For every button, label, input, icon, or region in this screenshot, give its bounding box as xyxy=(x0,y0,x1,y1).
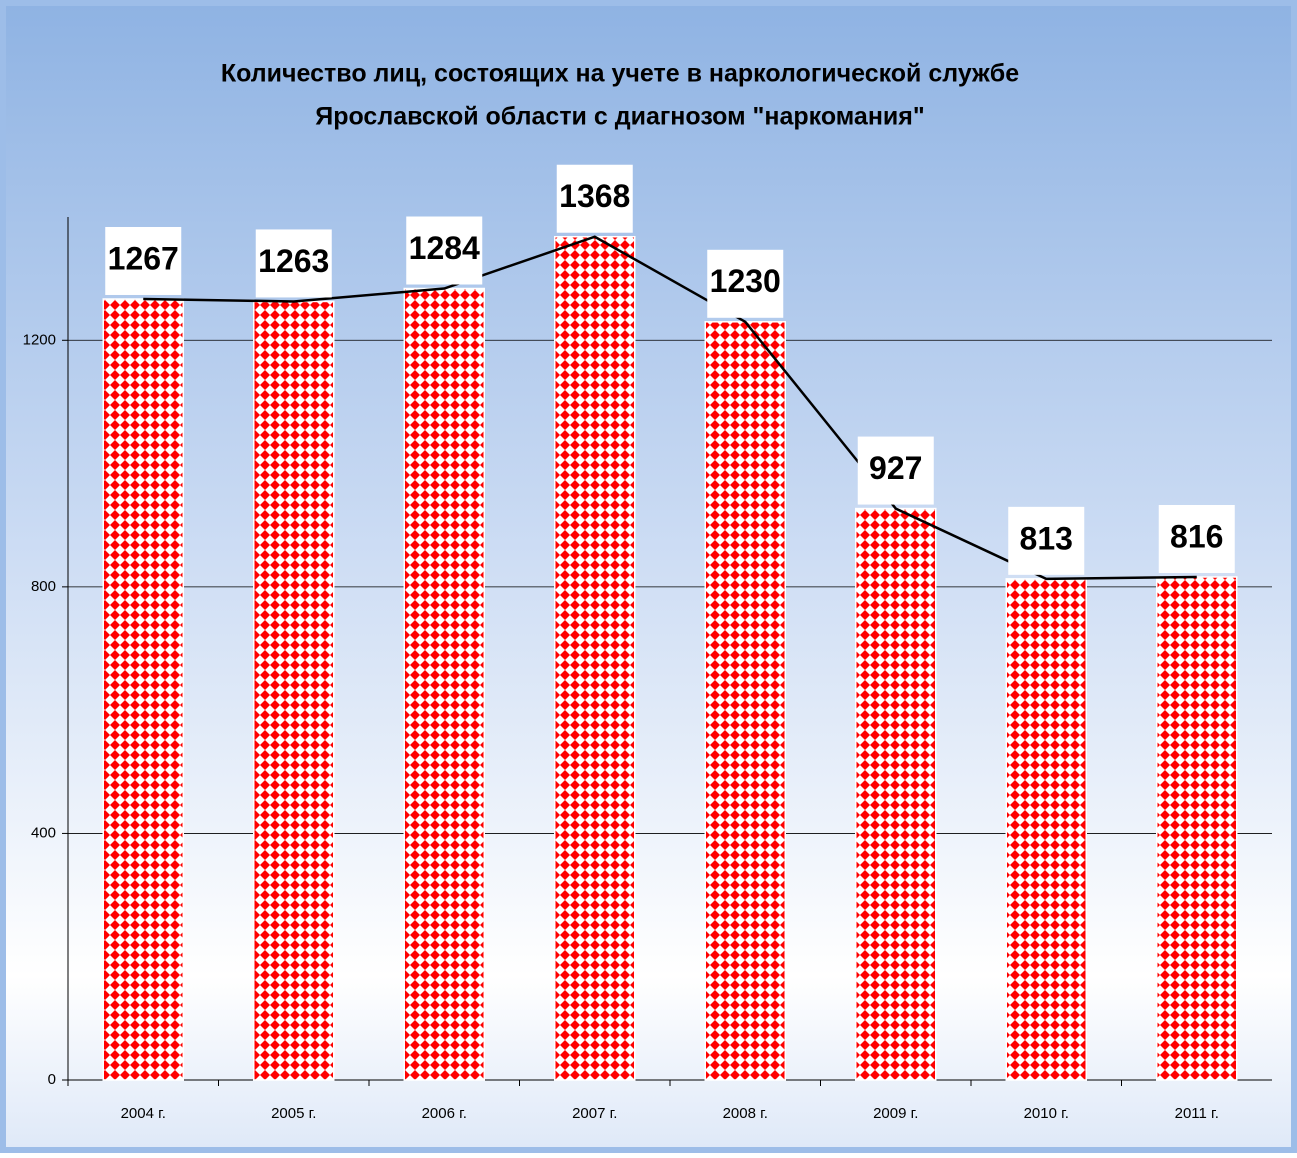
bar xyxy=(855,507,937,1081)
x-tick-label: 2004 г. xyxy=(121,1105,166,1122)
data-label: 1263 xyxy=(258,243,329,279)
bar xyxy=(1005,578,1087,1081)
data-label: 1230 xyxy=(710,263,781,299)
chart-title: Ярославской области с диагнозом "наркома… xyxy=(315,103,925,131)
bar xyxy=(704,321,786,1081)
y-tick-label: 0 xyxy=(48,1071,56,1088)
data-label-box xyxy=(406,216,483,285)
x-tick-label: 2005 г. xyxy=(271,1105,316,1122)
data-label-box xyxy=(105,226,182,295)
data-label: 1267 xyxy=(108,240,179,276)
data-label: 813 xyxy=(1020,520,1073,556)
x-tick-label: 2007 г. xyxy=(572,1105,617,1122)
data-label-box xyxy=(1158,504,1235,573)
bar xyxy=(554,235,636,1081)
data-label-box xyxy=(556,164,633,233)
background xyxy=(6,6,1291,1147)
x-tick-label: 2009 г. xyxy=(873,1105,918,1122)
data-label: 1284 xyxy=(409,230,480,266)
data-label-box xyxy=(707,249,784,318)
bar xyxy=(403,287,485,1081)
bar xyxy=(102,298,184,1081)
data-label-box xyxy=(255,229,332,298)
data-label-box xyxy=(857,436,934,505)
y-tick-label: 400 xyxy=(31,824,56,841)
x-tick-label: 2011 г. xyxy=(1175,1105,1219,1122)
x-tick-label: 2006 г. xyxy=(422,1105,467,1122)
x-tick-label: 2008 г. xyxy=(723,1105,768,1122)
bar xyxy=(253,300,335,1081)
data-label-box xyxy=(1008,506,1085,575)
data-label: 816 xyxy=(1170,518,1223,554)
x-tick-label: 2010 г. xyxy=(1024,1105,1069,1122)
chart-title: Количество лиц, состоящих на учете в нар… xyxy=(221,60,1019,88)
bar xyxy=(1156,576,1238,1081)
data-label: 1368 xyxy=(559,178,630,214)
y-tick-label: 1200 xyxy=(23,331,56,348)
y-tick-label: 800 xyxy=(31,578,56,595)
data-label: 927 xyxy=(869,450,922,486)
